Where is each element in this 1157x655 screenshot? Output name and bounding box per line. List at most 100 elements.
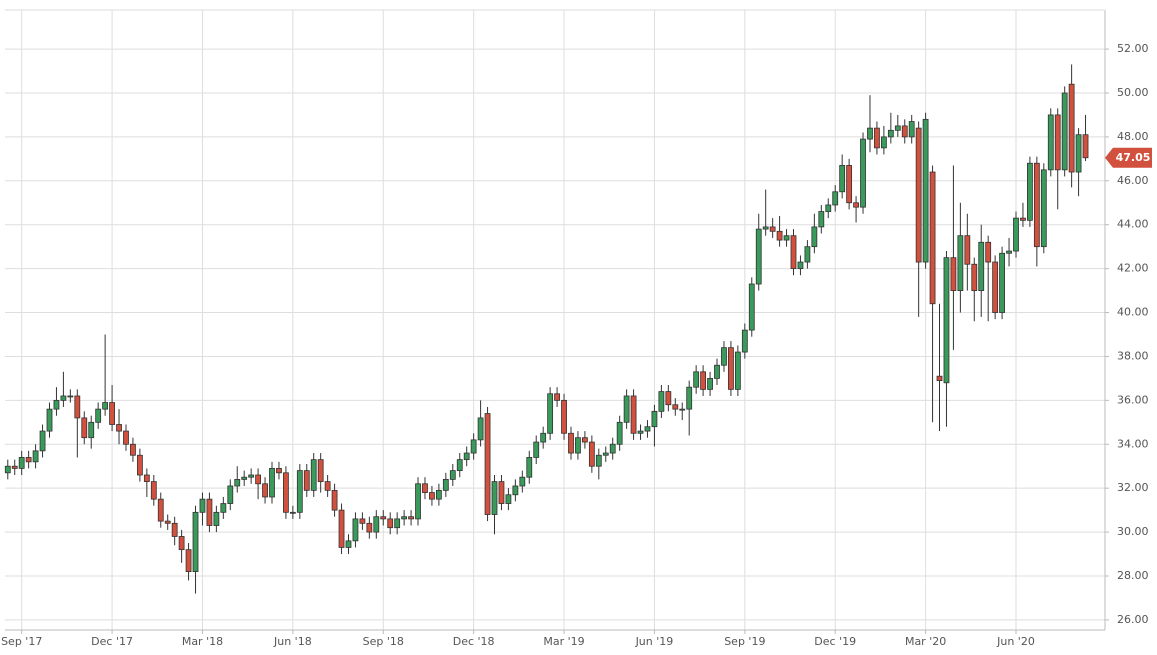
- candle-body: [248, 474, 255, 478]
- candle-body: [978, 241, 985, 291]
- x-tick-label: Dec '18: [453, 635, 495, 648]
- candle-body: [734, 351, 741, 390]
- candle-body: [846, 165, 853, 204]
- y-tick-label: 34.00: [1117, 437, 1149, 450]
- candle-body: [581, 437, 588, 443]
- candle-body: [484, 413, 491, 515]
- candle-body: [568, 432, 574, 454]
- candle-body: [700, 371, 707, 390]
- candle-body: [470, 439, 477, 454]
- y-tick-label: 28.00: [1117, 569, 1149, 582]
- candle-body: [116, 424, 122, 432]
- y-tick-label: 36.00: [1117, 393, 1149, 406]
- candle-body: [171, 522, 178, 537]
- candle-body: [39, 430, 46, 452]
- candle-body: [46, 408, 53, 432]
- candle-body: [394, 518, 401, 529]
- y-tick-label: 40.00: [1117, 306, 1149, 319]
- candle-body: [401, 516, 408, 520]
- candle-body: [901, 125, 908, 138]
- candle-body: [588, 441, 595, 467]
- candle-body: [728, 347, 734, 390]
- candle-body: [74, 395, 81, 419]
- y-tick-label: 42.00: [1117, 262, 1149, 275]
- candle-body: [373, 516, 380, 533]
- candle-body: [456, 459, 463, 472]
- candle-body: [630, 395, 637, 434]
- candle-body: [616, 421, 623, 445]
- candle-body: [276, 468, 282, 474]
- candle-body: [748, 283, 755, 331]
- x-tick-label: Jun '20: [996, 635, 1035, 648]
- candle-body: [1013, 217, 1019, 252]
- candle-body: [623, 395, 630, 423]
- candle-body: [213, 511, 220, 526]
- candle-body: [762, 226, 769, 230]
- last-price-tag: [1105, 147, 1152, 168]
- candle-body: [561, 399, 567, 434]
- y-tick-label: 38.00: [1117, 349, 1149, 362]
- candle-body: [199, 498, 206, 513]
- x-tick-label: Jun '18: [273, 635, 312, 648]
- candle-body: [686, 386, 693, 410]
- candle-body: [755, 228, 762, 285]
- candle-body: [289, 511, 296, 514]
- candle-body: [283, 472, 289, 513]
- candle-body: [380, 516, 387, 520]
- x-tick-label: Dec '19: [814, 635, 856, 648]
- candle-body: [644, 426, 651, 432]
- candle-body: [130, 443, 136, 456]
- candle-body: [11, 465, 18, 469]
- candle-body: [4, 465, 11, 474]
- candle-body: [880, 136, 887, 149]
- candle-body: [67, 395, 74, 398]
- x-tick-label: Sep '19: [724, 635, 765, 648]
- candle-body: [88, 421, 95, 439]
- candle-body: [408, 516, 414, 520]
- candle-body: [143, 474, 150, 482]
- candle-body: [1006, 250, 1012, 254]
- candle-body: [721, 347, 727, 366]
- candle-body: [303, 470, 310, 491]
- candle-body: [227, 485, 234, 504]
- candle-body: [1047, 114, 1054, 171]
- candle-body: [894, 125, 901, 131]
- candle-body: [310, 459, 317, 491]
- candle-body: [867, 127, 873, 140]
- candle-body: [81, 417, 88, 439]
- candle-body: [1082, 134, 1089, 159]
- x-tick-label: Sep '18: [363, 635, 404, 648]
- candle-body: [136, 454, 143, 476]
- candle-body: [665, 391, 672, 406]
- x-tick-label: Mar '20: [905, 635, 946, 648]
- candle-body: [547, 393, 554, 434]
- candle-body: [449, 470, 456, 480]
- x-tick-label: Sep '17: [1, 635, 42, 648]
- candle-body: [352, 518, 359, 542]
- candle-body: [825, 204, 832, 212]
- candle-body: [741, 329, 748, 353]
- candle-body: [769, 226, 776, 232]
- candle-body: [463, 452, 470, 461]
- candle-body: [123, 430, 129, 445]
- candle-body: [658, 391, 665, 412]
- candle-body: [338, 509, 345, 548]
- candle-body: [477, 417, 484, 441]
- candle-body: [157, 498, 164, 522]
- candle-body: [950, 257, 957, 291]
- candle-body: [943, 257, 950, 384]
- candle-body: [491, 481, 498, 515]
- candle-body: [811, 226, 818, 248]
- candle-body: [296, 470, 303, 513]
- candle-body: [714, 364, 720, 379]
- candle-body: [679, 408, 686, 411]
- y-tick-label: 48.00: [1117, 130, 1149, 143]
- candle-body: [25, 457, 32, 463]
- candle-body: [985, 241, 992, 263]
- candle-body: [637, 430, 644, 434]
- candle-body: [95, 408, 102, 423]
- candle-body: [324, 481, 331, 491]
- candle-body: [429, 492, 435, 500]
- candle-body: [498, 481, 505, 504]
- y-tick-label: 46.00: [1117, 174, 1149, 187]
